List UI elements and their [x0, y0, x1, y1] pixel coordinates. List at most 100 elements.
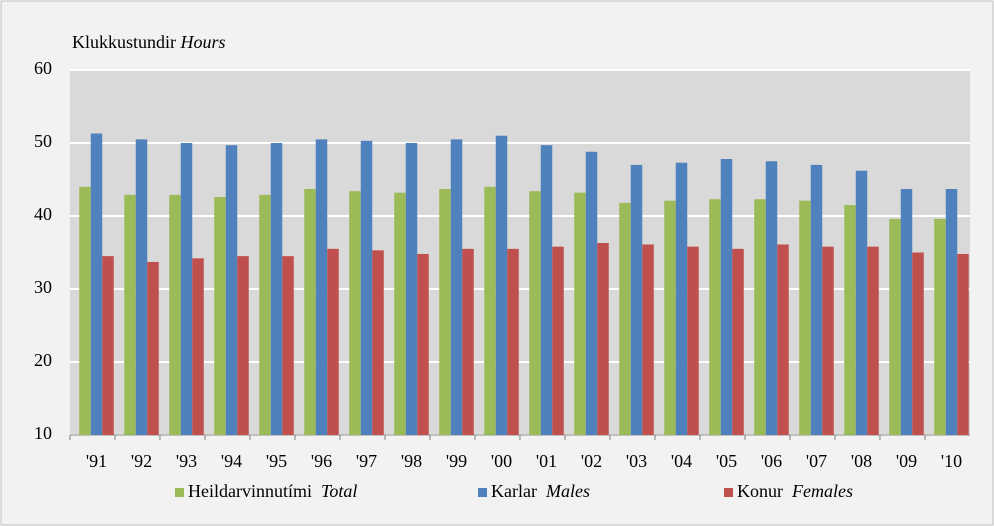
- bar: [822, 246, 834, 435]
- bar: [574, 192, 586, 435]
- bar: [259, 194, 271, 435]
- legend-name: Karlar: [491, 481, 537, 501]
- axis-label-italic: Hours: [180, 32, 226, 52]
- bar: [79, 186, 91, 435]
- legend-name-en: Males: [545, 481, 590, 501]
- bar: [147, 261, 159, 435]
- legend-name: Konur: [737, 481, 783, 501]
- bar: [394, 192, 406, 435]
- x-tick-label: '92: [131, 451, 152, 471]
- bar: [327, 248, 339, 435]
- legend-label: Karlar Males: [491, 481, 590, 501]
- bar: [664, 200, 676, 435]
- y-tick-label: 60: [34, 58, 52, 78]
- bar: [462, 248, 474, 435]
- bar: [675, 162, 688, 435]
- bar: [484, 186, 496, 435]
- y-tick-label: 50: [34, 131, 52, 151]
- bar: [540, 145, 553, 435]
- x-tick-label: '10: [941, 451, 962, 471]
- x-tick-label: '93: [176, 451, 197, 471]
- x-tick-label: '99: [446, 451, 467, 471]
- bar: [889, 218, 901, 435]
- x-tick-label: '98: [401, 451, 422, 471]
- bar: [844, 205, 856, 435]
- legend-swatch: [724, 488, 733, 497]
- x-tick-label: '00: [491, 451, 512, 471]
- bar: [90, 133, 103, 435]
- bar: [405, 143, 418, 435]
- bar: [180, 143, 193, 435]
- legend-name: Heildarvinnutími: [188, 481, 312, 501]
- legend-swatch: [175, 488, 184, 497]
- legend-label: Konur Females: [737, 481, 853, 501]
- x-tick-label: '04: [671, 451, 692, 471]
- bar: [630, 164, 643, 435]
- bar: [315, 139, 328, 435]
- bar: [912, 252, 924, 435]
- bar: [495, 135, 508, 435]
- bar: [237, 256, 249, 435]
- bar: [642, 244, 654, 435]
- axis-label-text: Klukkustundir: [72, 32, 176, 52]
- bar: [957, 253, 969, 435]
- bar: [417, 253, 429, 435]
- x-tick-label: '01: [536, 451, 557, 471]
- axis-label: Klukkustundir Hours: [72, 32, 226, 52]
- legend-swatch: [478, 488, 487, 497]
- y-tick-label: 30: [34, 277, 52, 297]
- bar: [810, 164, 823, 435]
- bar: [687, 246, 699, 435]
- bar: [225, 145, 238, 435]
- bar: [934, 218, 946, 435]
- bar: [732, 248, 744, 435]
- y-tick-label: 10: [34, 423, 52, 443]
- bar: [439, 188, 451, 435]
- bar: [585, 151, 598, 435]
- legend-label: Heildarvinnutími Total: [188, 481, 357, 501]
- bar: [945, 188, 958, 435]
- bar: [270, 143, 283, 435]
- bar: [507, 248, 519, 435]
- bar: [214, 197, 226, 435]
- x-tick-label: '05: [716, 451, 737, 471]
- x-tick-label: '03: [626, 451, 647, 471]
- x-tick-label: '95: [266, 451, 287, 471]
- plot-area: [70, 70, 970, 435]
- bar: [169, 194, 181, 435]
- x-tick-label: '06: [761, 451, 782, 471]
- bar: [799, 200, 811, 435]
- bar: [282, 256, 294, 435]
- bar: [765, 161, 778, 435]
- legend-name-en: Females: [791, 481, 853, 501]
- x-tick-label: '08: [851, 451, 872, 471]
- bar: [529, 191, 541, 435]
- bar: [777, 244, 789, 435]
- bar: [552, 246, 564, 435]
- x-tick-label: '94: [221, 451, 242, 471]
- bar: [192, 258, 204, 435]
- bar: [709, 199, 721, 435]
- x-tick-label: '91: [86, 451, 107, 471]
- x-tick-label: '96: [311, 451, 332, 471]
- bar: [102, 256, 114, 435]
- legend-name-en: Total: [321, 481, 357, 501]
- bar: [360, 140, 373, 435]
- y-tick-label: 20: [34, 350, 52, 370]
- bar: [124, 194, 136, 435]
- x-tick-label: '02: [581, 451, 602, 471]
- bar: [867, 246, 879, 435]
- x-tick-label: '09: [896, 451, 917, 471]
- x-tick-label: '97: [356, 451, 377, 471]
- bar: [754, 199, 766, 435]
- bar: [304, 188, 316, 435]
- y-tick-label: 40: [34, 204, 52, 224]
- x-tick-label: '07: [806, 451, 827, 471]
- bar: [720, 159, 733, 435]
- bar: [372, 250, 384, 435]
- bar: [855, 170, 868, 436]
- bar: [597, 243, 609, 435]
- bar: [900, 188, 913, 435]
- bar: [349, 191, 361, 435]
